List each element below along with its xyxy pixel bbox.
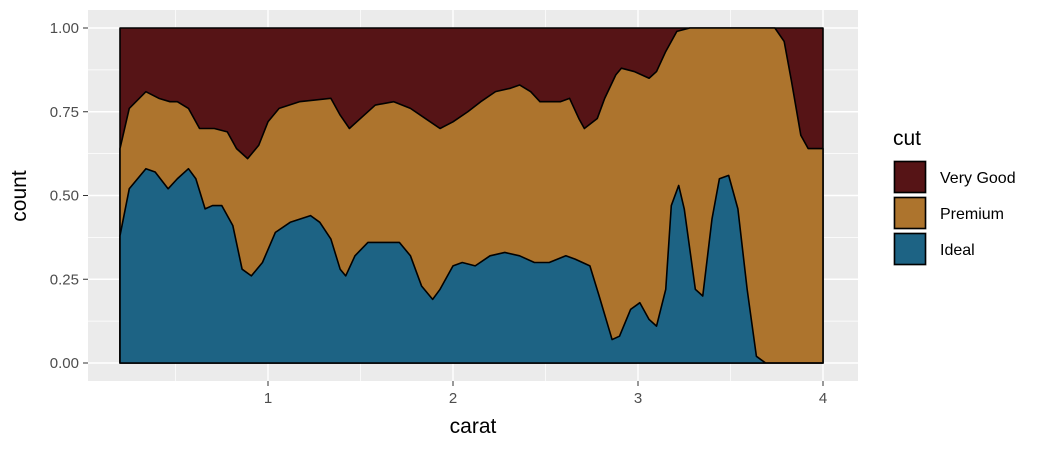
x-tick-label: 3 [634, 390, 642, 407]
areas [119, 27, 824, 364]
legend-label: Ideal [940, 242, 975, 259]
legend-key-very-good [893, 160, 927, 194]
x-tick-label: 1 [264, 390, 272, 407]
x-axis: 1 2 3 4 [264, 381, 827, 407]
legend-label: Very Good [940, 170, 1016, 187]
y-tick-label: 0.50 [50, 188, 79, 205]
y-tick-label: 1.00 [50, 20, 79, 37]
x-tick-label: 4 [819, 390, 827, 407]
area-ideal [119, 167, 824, 364]
y-tick-label: 0.75 [50, 104, 79, 121]
y-axis-title: count [8, 170, 31, 222]
y-axis: 0.00 0.25 0.50 0.75 1.00 [50, 20, 88, 372]
y-tick-label: 0.25 [50, 271, 79, 288]
x-tick-label: 2 [449, 390, 457, 407]
legend-key-premium [893, 196, 927, 230]
legend-label: Premium [940, 206, 1004, 223]
legend-title: cut [893, 127, 921, 150]
legend-key-ideal [893, 232, 927, 266]
y-tick-label: 0.00 [50, 355, 79, 372]
x-axis-title: carat [450, 415, 497, 438]
legend: cut Very Good Premium Ideal [893, 127, 1016, 266]
